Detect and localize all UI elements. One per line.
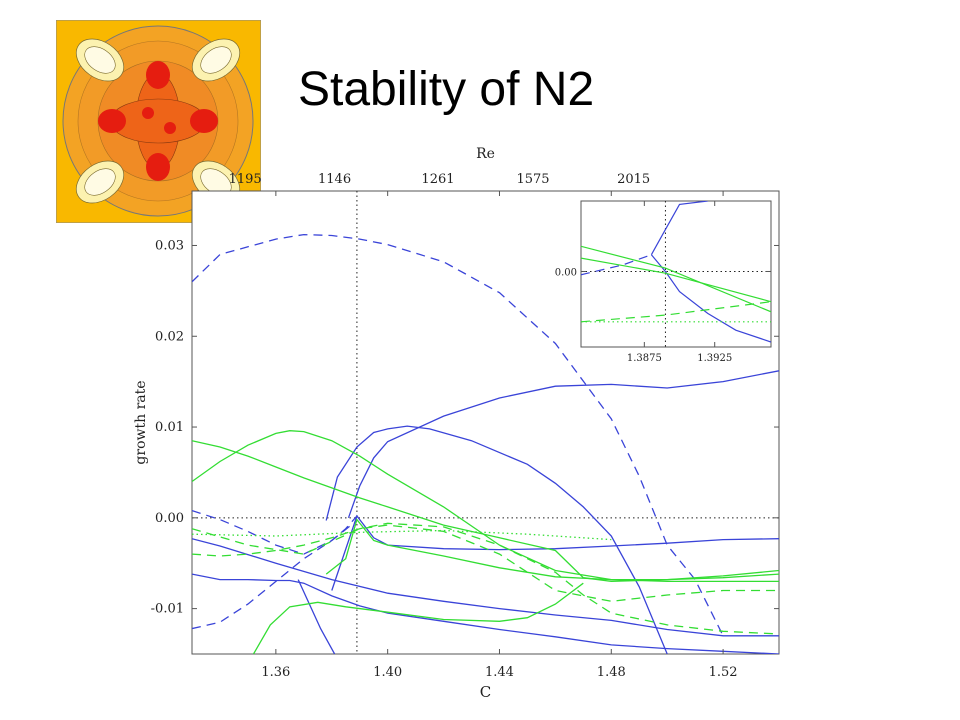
slide-title: Stability of N2 <box>298 63 595 116</box>
x-tick-label: 1.52 <box>709 665 738 680</box>
re-tick-label: 1195 <box>229 172 262 187</box>
inset-axes-frame <box>580 200 772 348</box>
y-tick-label: 0.02 <box>155 329 184 344</box>
inset-series-line-5 <box>581 257 771 303</box>
series-line-7 <box>297 579 336 654</box>
re-tick-label: 2015 <box>617 172 650 187</box>
series-group <box>192 233 779 654</box>
series-line-14 <box>192 522 779 635</box>
inset-series-line-4 <box>581 245 771 313</box>
series-line-9 <box>192 509 358 555</box>
y-tick-label: 0.03 <box>155 238 184 253</box>
inset-y-tick-label: 0.00 <box>555 267 577 278</box>
inset-plot: 1.3875 1.3925 0.00 <box>555 200 772 364</box>
series-line-1 <box>192 233 724 637</box>
y-axis-label: growth rate <box>133 380 149 464</box>
series-line-3 <box>325 425 668 654</box>
thumbnail-cool-lobes <box>75 38 241 204</box>
series-line-5 <box>192 538 779 637</box>
n2-mode-thumbnail <box>56 20 261 223</box>
inset-series-line-3 <box>650 254 771 343</box>
x-axis-label: C <box>480 683 491 701</box>
x-tick-label: 1.40 <box>373 665 402 680</box>
inset-x-tick-label: 1.3875 <box>627 353 662 364</box>
x-tick-label: 1.44 <box>485 665 514 680</box>
inset-x-tick-label: 1.3925 <box>697 353 732 364</box>
series-line-4 <box>331 514 779 591</box>
inset-series-line-6 <box>581 301 771 323</box>
re-tick-label: 1575 <box>516 172 549 187</box>
re-tick-label: 1261 <box>421 172 454 187</box>
inset-series-line-1 <box>581 254 652 276</box>
series-line-11 <box>192 430 779 583</box>
inset-series-line-2 <box>650 201 708 255</box>
inset-series-group <box>581 201 771 343</box>
x-tick-label: 1.48 <box>597 665 626 680</box>
y-tick-label: -0.01 <box>151 602 184 617</box>
y-tick-label: 0.01 <box>155 420 184 435</box>
series-line-6 <box>192 573 779 654</box>
series-line-15 <box>192 524 779 602</box>
series-line-2 <box>347 370 779 519</box>
re-tick-label: 1146 <box>318 172 351 187</box>
y-tick-label: 0.00 <box>155 511 184 526</box>
x-tick-label: 1.36 <box>261 665 290 680</box>
series-line-13 <box>252 582 584 654</box>
series-line-12 <box>325 518 779 581</box>
thumbnail-hot-cross <box>98 61 218 181</box>
re-axis-label: Re <box>476 146 495 162</box>
